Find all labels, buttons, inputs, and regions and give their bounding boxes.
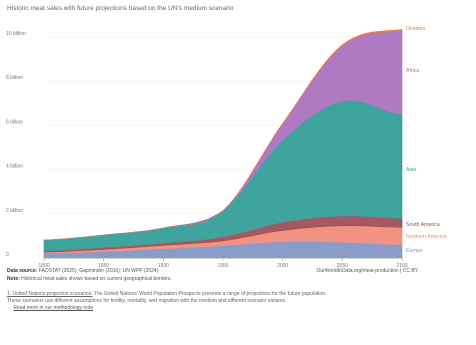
series-labels: Europe Northern America South America Asia A… [406, 26, 446, 254]
x-tick-label: 2000 [277, 263, 288, 269]
series-label-oceania: Oceania [406, 26, 425, 32]
x-tick-label: 2050 [337, 263, 348, 269]
y-tick-label: 2 billion [6, 208, 23, 214]
x-tick-label: 1950 [217, 263, 228, 269]
footnote-text-1: The United Nations' World Population Pro… [93, 291, 327, 297]
footnote-continued: These scenarios use different assumption… [7, 298, 286, 304]
arrow-icon: → [7, 305, 12, 311]
data-source: Data source: FAOSTAT (2025); Gapminder (… [7, 268, 158, 274]
series-label-asia: Asia [406, 167, 416, 173]
y-tick-label: 0 [6, 252, 9, 258]
note-label: Note: [7, 276, 20, 282]
chart-subtitle: Historic meat sales with future projecti… [7, 5, 234, 12]
source-credit: OurWorldInData.org/meat-production | CC … [316, 268, 418, 274]
chart-note: Note: Historical meat sales shown based … [7, 276, 172, 282]
series-label-south-america: South America [406, 222, 440, 228]
y-tick-label: 4 billion [6, 164, 23, 170]
footnote-text-2: These scenarios use different assumption… [7, 298, 287, 304]
y-tick-label: 8 billion [6, 75, 23, 81]
area-series [43, 28, 403, 259]
series-label-europe: Europe [406, 248, 423, 254]
source-text: FAOSTAT (2025); Gapminder (2016); UN WPP… [38, 268, 159, 274]
x-tick-label: 1800 [38, 263, 49, 269]
series-label-africa: Africa [406, 68, 419, 74]
footnote-label: 1. United Nations projection scenarios: [7, 291, 93, 297]
footnote-link-row: → Read more in our methodology note [7, 305, 93, 311]
y-tick-label: 10 billion [6, 31, 26, 37]
note-text: Historical meat sales shown based on cur… [21, 276, 172, 282]
footnote: 1. United Nations projection scenarios: … [7, 291, 326, 297]
y-tick-label: 6 billion [6, 119, 23, 125]
source-label: Data source: [7, 268, 38, 274]
y-axis-tick-labels: 0 2 billion 4 billion 6 billion 8 billion 10 … [6, 31, 26, 258]
x-tick-label: 2100 [396, 263, 407, 269]
area-oceania [43, 28, 403, 241]
x-tick-label: 1900 [158, 263, 169, 269]
series-label-northern-america: Northern America [406, 234, 446, 240]
x-tick-label: 1850 [98, 263, 109, 269]
x-axis: 1800 1850 1900 1950 2000 2050 2100 [38, 257, 408, 269]
methodology-link[interactable]: Read more in our methodology note [13, 305, 94, 311]
